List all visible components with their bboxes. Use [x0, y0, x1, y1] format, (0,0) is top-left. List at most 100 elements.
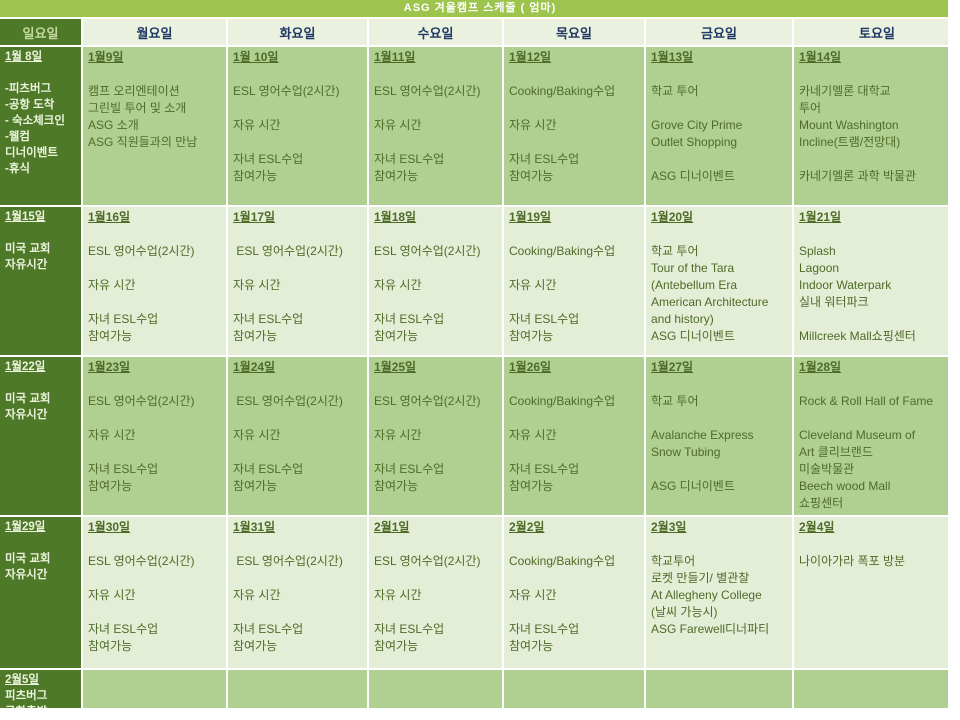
cell-w5-fri	[646, 670, 792, 708]
cell-w4-thu: 2월2일 Cooking/Baking수업 자유 시간 자녀 ESL수업 참여가…	[504, 517, 644, 668]
cell-date: 1월29일	[5, 521, 46, 533]
cell-w1-wed: 1월11일 ESL 영어수업(2시간) 자유 시간 자녀 ESL수업 참여가능	[369, 47, 502, 205]
cell-date: 1월20일	[651, 210, 694, 224]
cell-date: 1월19일	[509, 210, 552, 224]
cell-date: 1월16일	[88, 210, 131, 224]
cell-body: Rock & Roll Hall of Fame Cleveland Museu…	[799, 394, 934, 510]
cell-w3-mon: 1월23일 ESL 영어수업(2시간) 자유 시간 자녀 ESL수업 참여가능	[83, 357, 226, 515]
cell-body: 캠프 오리엔테이션 그린빌 투어 및 소개 ASG 소개 ASG 직원들과의 만…	[88, 84, 198, 149]
cell-body: 미국 교회 자유시간	[5, 553, 51, 581]
cell-body: -피츠버그 -공항 도착 - 숙소체크인 -웰컴 디너이벤트 -휴식	[5, 83, 65, 175]
winter-camp-schedule-table: ASG 겨울캠프 스케줄 ( 엄마) 일요일 월요일 화요일 수요일 목요일 금…	[0, 0, 948, 708]
cell-date: 1월23일	[88, 360, 131, 374]
day-header-thursday: 목요일	[504, 19, 644, 45]
cell-date: 1월28일	[799, 360, 842, 374]
cell-w4-sat: 2월4일 나이아가라 폭포 방분	[794, 517, 948, 668]
cell-w2-tue: 1월17일 ESL 영어수업(2시간) 자유 시간 자녀 ESL수업 참여가능	[228, 207, 367, 355]
cell-date: 1월 8일	[5, 51, 43, 63]
cell-date: 1월12일	[509, 50, 552, 64]
cell-date: 1월22일	[5, 361, 46, 373]
cell-w5-mon	[83, 670, 226, 708]
day-header-tuesday: 화요일	[228, 19, 367, 45]
cell-body: 미국 교회 자유시간	[5, 393, 51, 421]
cell-w4-tue: 1월31일 ESL 영어수업(2시간) 자유 시간 자녀 ESL수업 참여가능	[228, 517, 367, 668]
cell-date: 1월17일	[233, 210, 276, 224]
cell-body: ESL 영어수업(2시간) 자유 시간 자녀 ESL수업 참여가능	[233, 554, 343, 653]
cell-body: ESL 영어수업(2시간) 자유 시간 자녀 ESL수업 참여가능	[374, 244, 481, 343]
cell-w3-sat: 1월28일 Rock & Roll Hall of Fame Cleveland…	[794, 357, 948, 515]
cell-w1-sun: 1월 8일 -피츠버그 -공항 도착 - 숙소체크인 -웰컴 디너이벤트 -휴식	[0, 47, 81, 205]
cell-w2-sat: 1월21일 Splash Lagoon Indoor Waterpark 실내 …	[794, 207, 948, 355]
cell-body: ESL 영어수업(2시간) 자유 시간 자녀 ESL수업 참여가능	[88, 244, 195, 343]
cell-w2-mon: 1월16일 ESL 영어수업(2시간) 자유 시간 자녀 ESL수업 참여가능	[83, 207, 226, 355]
schedule-title: ASG 겨울캠프 스케줄 ( 엄마)	[0, 0, 948, 17]
cell-w4-fri: 2월3일 학교투어 로켓 만들기/ 별관찰 At Allegheny Colle…	[646, 517, 792, 668]
cell-body: ESL 영어수업(2시간) 자유 시간 자녀 ESL수업 참여가능	[374, 554, 481, 653]
cell-body: Cooking/Baking수업 자유 시간 자녀 ESL수업 참여가능	[509, 84, 616, 183]
cell-w2-thu: 1월19일 Cooking/Baking수업 자유 시간 자녀 ESL수업 참여…	[504, 207, 644, 355]
cell-body: 미국 교회 자유시간	[5, 243, 51, 271]
day-header-sunday: 일요일	[0, 19, 81, 45]
cell-w3-wed: 1월25일 ESL 영어수업(2시간) 자유 시간 자녀 ESL수업 참여가능	[369, 357, 502, 515]
cell-body: ESL 영어수업(2시간) 자유 시간 자녀 ESL수업 참여가능	[374, 394, 481, 493]
cell-w3-thu: 1월26일 Cooking/Baking수업 자유 시간 자녀 ESL수업 참여…	[504, 357, 644, 515]
cell-date: 2월3일	[651, 520, 687, 534]
cell-date: 1월9일	[88, 50, 124, 64]
cell-w5-sun: 2월5일 피츠버그 공항출발	[0, 670, 81, 708]
cell-body: ESL 영어수업(2시간) 자유 시간 자녀 ESL수업 참여가능	[233, 394, 343, 493]
day-header-monday: 월요일	[83, 19, 226, 45]
cell-w1-mon: 1월9일 캠프 오리엔테이션 그린빌 투어 및 소개 ASG 소개 ASG 직원…	[83, 47, 226, 205]
cell-body: 나이아가라 폭포 방분	[799, 554, 906, 568]
cell-w4-sun: 1월29일 미국 교회 자유시간	[0, 517, 81, 668]
cell-date: 1월31일	[233, 520, 276, 534]
day-header-saturday: 토요일	[794, 19, 948, 45]
cell-w1-tue: 1월 10일 ESL 영어수업(2시간) 자유 시간 자녀 ESL수업 참여가능	[228, 47, 367, 205]
cell-w5-thu	[504, 670, 644, 708]
cell-w3-fri: 1월27일 학교 투어 Avalanche Express Snow Tubin…	[646, 357, 792, 515]
cell-body: 학교 투어 Tour of the Tara (Antebellum Era A…	[651, 244, 769, 343]
cell-date: 1월21일	[799, 210, 842, 224]
cell-w5-tue	[228, 670, 367, 708]
cell-date: 1월26일	[509, 360, 552, 374]
cell-date: 1월30일	[88, 520, 131, 534]
cell-date: 2월4일	[799, 520, 835, 534]
cell-date: 1월24일	[233, 360, 276, 374]
cell-w2-sun: 1월15일 미국 교회 자유시간	[0, 207, 81, 355]
cell-date: 1월18일	[374, 210, 417, 224]
cell-body: ESL 영어수업(2시간) 자유 시간 자녀 ESL수업 참여가능	[374, 84, 481, 183]
cell-w4-wed: 2월1일 ESL 영어수업(2시간) 자유 시간 자녀 ESL수업 참여가능	[369, 517, 502, 668]
cell-body: ESL 영어수업(2시간) 자유 시간 자녀 ESL수업 참여가능	[233, 84, 340, 183]
cell-date: 1월25일	[374, 360, 417, 374]
cell-w5-sat	[794, 670, 948, 708]
cell-w3-sun: 1월22일 미국 교회 자유시간	[0, 357, 81, 515]
day-header-wednesday: 수요일	[369, 19, 502, 45]
cell-body: 학교 투어 Avalanche Express Snow Tubing ASG …	[651, 394, 754, 493]
cell-date: 1월15일	[5, 211, 46, 223]
cell-body: Cooking/Baking수업 자유 시간 자녀 ESL수업 참여가능	[509, 394, 616, 493]
cell-body: ESL 영어수업(2시간) 자유 시간 자녀 ESL수업 참여가능	[88, 394, 195, 493]
cell-date: 2월5일	[5, 674, 39, 686]
cell-date: 1월11일	[374, 50, 416, 64]
cell-body: 학교 투어 Grove City Prime Outlet Shopping A…	[651, 84, 743, 183]
cell-w2-wed: 1월18일 ESL 영어수업(2시간) 자유 시간 자녀 ESL수업 참여가능	[369, 207, 502, 355]
cell-w1-sat: 1월14일 카네기멜론 대학교 투어 Mount Washington Incl…	[794, 47, 948, 205]
cell-w1-fri: 1월13일 학교 투어 Grove City Prime Outlet Shop…	[646, 47, 792, 205]
cell-body: 카네기멜론 대학교 투어 Mount Washington Incline(트램…	[799, 84, 917, 183]
cell-date: 2월2일	[509, 520, 545, 534]
cell-date: 1월13일	[651, 50, 694, 64]
cell-date: 1월27일	[651, 360, 694, 374]
cell-body: Splash Lagoon Indoor Waterpark 실내 워터파크 M…	[799, 244, 916, 343]
cell-body: 피츠버그 공항출발	[5, 690, 48, 708]
cell-w5-wed	[369, 670, 502, 708]
cell-w2-fri: 1월20일 학교 투어 Tour of the Tara (Antebellum…	[646, 207, 792, 355]
cell-body: ESL 영어수업(2시간) 자유 시간 자녀 ESL수업 참여가능	[88, 554, 195, 653]
cell-body: 학교투어 로켓 만들기/ 별관찰 At Allegheny College (날…	[651, 554, 770, 636]
day-header-friday: 금요일	[646, 19, 792, 45]
cell-body: Cooking/Baking수업 자유 시간 자녀 ESL수업 참여가능	[509, 554, 616, 653]
cell-body: Cooking/Baking수업 자유 시간 자녀 ESL수업 참여가능	[509, 244, 616, 343]
cell-date: 2월1일	[374, 520, 410, 534]
cell-w3-tue: 1월24일 ESL 영어수업(2시간) 자유 시간 자녀 ESL수업 참여가능	[228, 357, 367, 515]
cell-w1-thu: 1월12일 Cooking/Baking수업 자유 시간 자녀 ESL수업 참여…	[504, 47, 644, 205]
cell-body: ESL 영어수업(2시간) 자유 시간 자녀 ESL수업 참여가능	[233, 244, 343, 343]
cell-date: 1월14일	[799, 50, 842, 64]
